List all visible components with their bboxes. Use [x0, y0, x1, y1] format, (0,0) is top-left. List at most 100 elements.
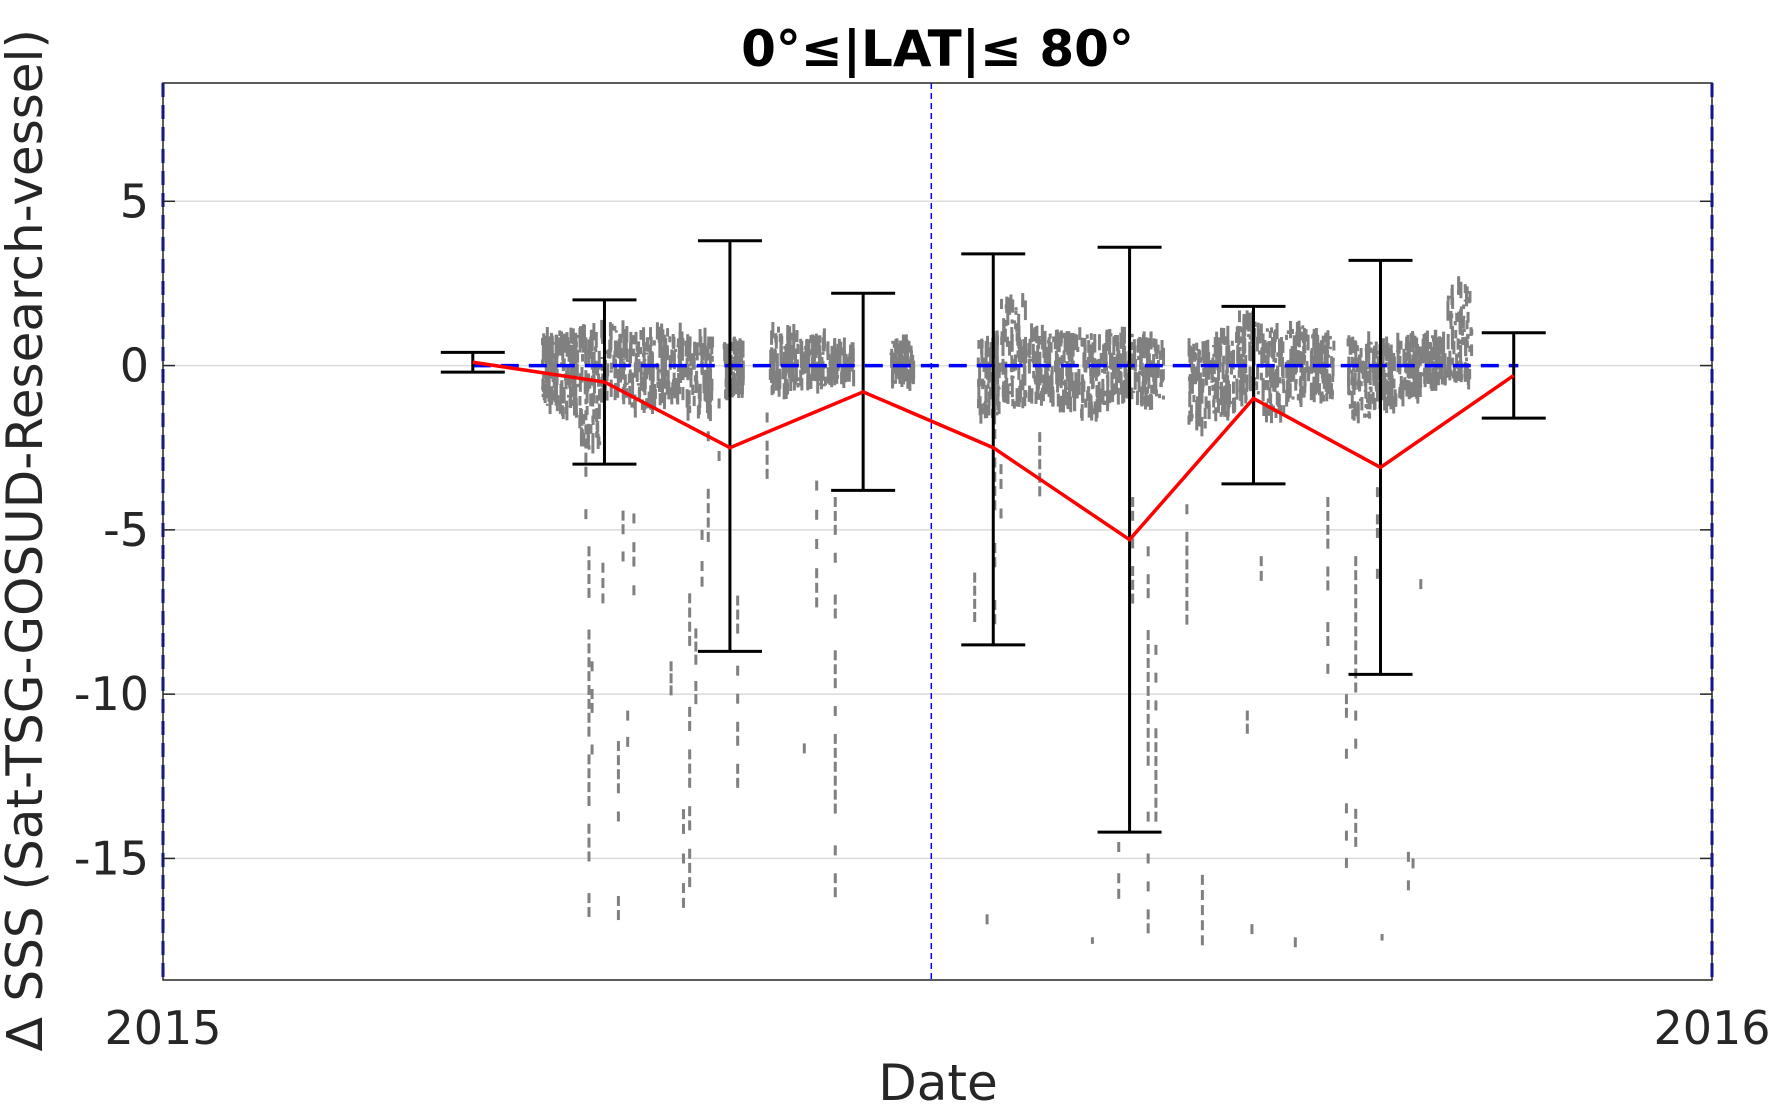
scatter-point — [1035, 333, 1039, 343]
scatter-point — [1039, 390, 1043, 406]
scatter-point — [779, 346, 783, 353]
scatter-point — [1454, 329, 1458, 339]
scatter-point — [1216, 400, 1220, 404]
scatter-point — [679, 373, 683, 383]
scatter-point — [1158, 393, 1162, 399]
scatter-point — [590, 702, 594, 713]
scatter-point — [608, 339, 612, 359]
scatter-point — [833, 678, 837, 689]
scatter-point — [545, 403, 549, 406]
scatter-point — [1306, 334, 1310, 338]
scatter-point — [805, 340, 809, 359]
scatter-point — [572, 344, 576, 356]
scatter-point — [645, 366, 649, 374]
scatter-point — [802, 364, 806, 374]
scatter-point — [1032, 370, 1036, 379]
scatter-point — [1108, 344, 1112, 355]
scatter-point — [1350, 369, 1354, 380]
scatter-point — [736, 340, 740, 346]
scatter-point — [1216, 398, 1220, 413]
scatter-point — [606, 349, 610, 359]
scatter-point — [1193, 366, 1197, 385]
scatter-point — [584, 509, 588, 520]
scatter-point — [911, 368, 915, 384]
scatter-point — [1392, 396, 1396, 414]
scatter-point — [900, 345, 904, 351]
scatter-point — [688, 593, 692, 604]
scatter-point — [1264, 402, 1268, 423]
scatter-point — [627, 373, 631, 384]
scatter-point — [781, 365, 785, 380]
scatter-point — [578, 328, 582, 343]
scatter-point — [833, 789, 837, 800]
scatter-point — [815, 509, 819, 520]
scatter-point — [1294, 379, 1298, 384]
scatter-point — [571, 328, 575, 345]
scatter-point — [1330, 391, 1334, 396]
scatter-point — [1320, 361, 1324, 379]
scatter-point — [1089, 333, 1093, 340]
scatter-point — [641, 353, 645, 357]
scatter-point — [1381, 377, 1385, 392]
scatter-point — [995, 368, 999, 374]
scatter-point — [1152, 354, 1156, 373]
scatter-point — [596, 361, 600, 376]
scatter-point — [1185, 504, 1189, 515]
scatter-point — [1213, 383, 1217, 399]
scatter-point — [1210, 369, 1214, 380]
scatter-point — [1304, 329, 1308, 342]
scatter-point — [641, 330, 645, 337]
scatter-point — [1062, 332, 1066, 339]
scatter-point — [1387, 367, 1391, 381]
scatter-point — [1364, 343, 1368, 362]
scatter-point — [681, 370, 685, 380]
scatter-point — [628, 385, 632, 400]
scatter-point — [1105, 331, 1109, 352]
scatter-point — [1462, 315, 1466, 319]
scatter-point — [1419, 372, 1423, 389]
scatter-point — [593, 361, 597, 375]
scatter-point — [736, 609, 740, 620]
scatter-point — [1235, 387, 1239, 400]
scatter-point — [571, 379, 575, 397]
scatter-point — [1201, 378, 1205, 387]
scatter-point — [1237, 369, 1241, 378]
scatter-point — [581, 324, 585, 343]
scatter-point — [590, 744, 594, 755]
scatter-point — [1037, 393, 1041, 400]
scatter-point — [1274, 375, 1278, 384]
scatter-point — [1350, 390, 1354, 409]
scatter-point — [651, 394, 655, 403]
scatter-point — [587, 698, 591, 709]
scatter-point — [833, 873, 837, 884]
scatter-point — [1123, 326, 1127, 344]
scatter-point — [555, 343, 559, 360]
scatter-point — [1237, 329, 1241, 346]
scatter-point — [1311, 394, 1315, 400]
scatter-point — [649, 392, 653, 411]
scatter-point — [1355, 345, 1359, 352]
scatter-point — [1299, 359, 1303, 364]
scatter-point — [1245, 374, 1249, 392]
scatter-point — [568, 398, 572, 405]
scatter-point — [1145, 337, 1149, 355]
scatter-point — [676, 368, 680, 372]
scatter-point — [1158, 350, 1162, 360]
scatter-point — [1459, 309, 1463, 329]
scatter-point — [1310, 390, 1314, 396]
scatter-point — [1229, 352, 1233, 359]
scatter-point — [852, 369, 856, 387]
scatter-point — [1212, 395, 1216, 403]
scatter-point — [851, 361, 855, 365]
scatter-point — [688, 607, 692, 618]
scatter-point — [1446, 295, 1450, 301]
scatter-point — [1267, 340, 1271, 357]
scatter-point — [1324, 370, 1328, 385]
scatter-point — [1371, 392, 1375, 404]
scatter-point — [1248, 335, 1252, 340]
scatter-point — [1344, 830, 1348, 841]
scatter-point — [1286, 330, 1290, 335]
scatter-point — [1295, 358, 1299, 369]
scatter-point — [645, 352, 649, 355]
scatter-point — [1240, 384, 1244, 389]
